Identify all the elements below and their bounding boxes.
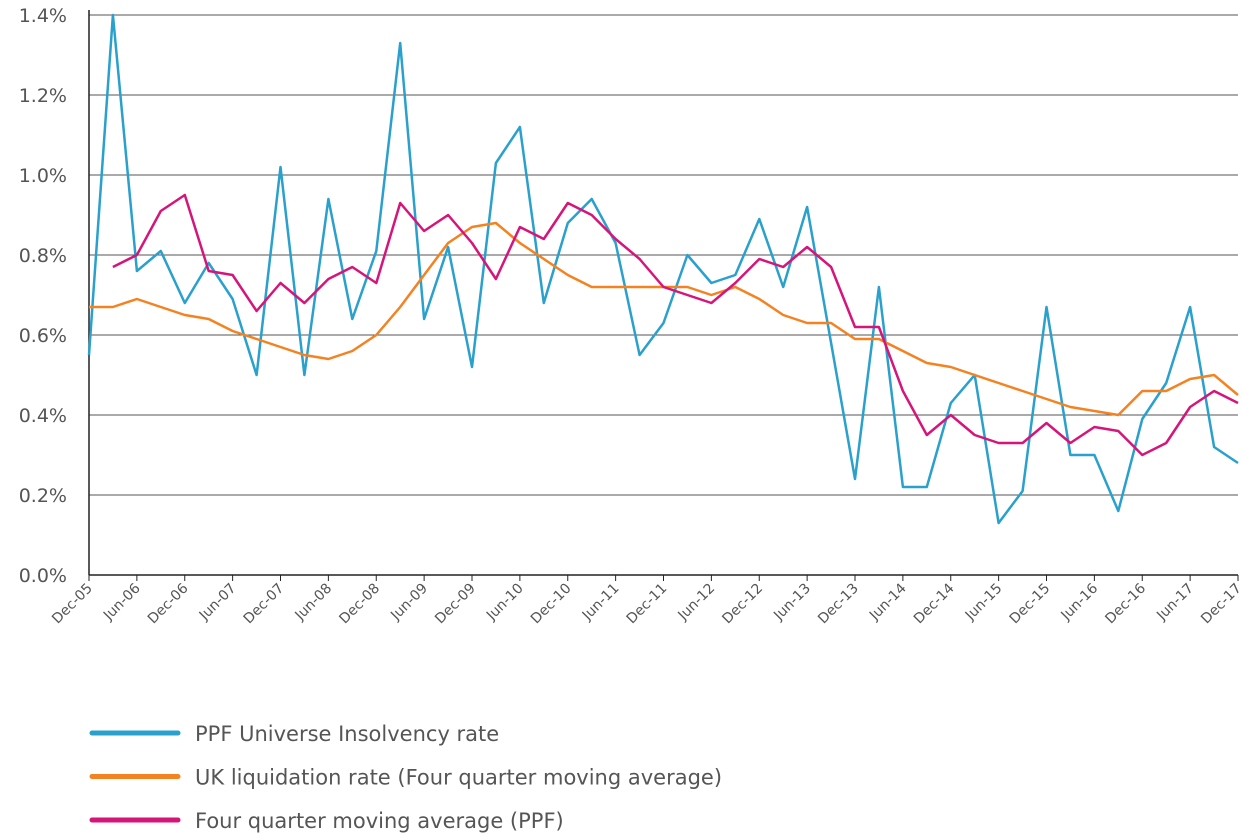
series-line [89, 221, 1239, 417]
x-tick-label: Dec-05 [49, 581, 96, 628]
x-tick-label: Dec-15 [1007, 581, 1054, 628]
x-tick-label: Dec-16 [1102, 580, 1149, 627]
y-tick-label: 0.2% [19, 485, 67, 507]
x-tick-label: Dec-08 [336, 581, 383, 628]
y-tick-label: 1.0% [19, 165, 67, 187]
y-tick-label: 0.6% [19, 325, 67, 347]
x-tick-label: Jun-17 [1153, 581, 1197, 625]
x-tick-label: Jun-08 [292, 581, 336, 625]
x-tick-label: Jun-13 [770, 581, 814, 625]
y-tick-label: 1.2% [19, 85, 67, 107]
x-tick-label: Jun-10 [483, 581, 527, 625]
x-tick-label: Dec-17 [1198, 581, 1243, 628]
x-tick-label: Dec-06 [145, 580, 192, 627]
x-tick-label: Jun-09 [387, 581, 431, 625]
y-tick-label: 0.8% [19, 245, 67, 267]
x-tick-label: Dec-11 [624, 581, 671, 628]
legend-label: UK liquidation rate (Four quarter moving… [195, 766, 722, 790]
series-line [112, 193, 1239, 457]
y-tick-label: 0.0% [19, 565, 67, 587]
x-tick-label: Dec-14 [911, 580, 958, 627]
x-tick-label: Jun-06 [100, 580, 144, 624]
x-tick-label: Dec-12 [719, 581, 766, 628]
y-tick-label: 0.4% [19, 405, 67, 427]
x-tick-label: Jun-15 [962, 581, 1006, 625]
series-line [87, 13, 1239, 525]
legend-label: Four quarter moving average (PPF) [195, 809, 564, 833]
legend-label: PPF Universe Insolvency rate [195, 722, 499, 746]
x-tick-label: Jun-07 [196, 581, 240, 625]
x-tick-label: Jun-14 [866, 580, 910, 624]
x-tick-label: Dec-07 [241, 581, 288, 628]
x-tick-label: Dec-13 [815, 581, 862, 628]
x-tick-label: Jun-12 [675, 581, 719, 625]
y-tick-label: 1.4% [19, 5, 67, 27]
x-tick-label: Dec-09 [432, 581, 479, 628]
x-tick-label: Jun-16 [1058, 580, 1102, 624]
x-tick-label: Jun-11 [579, 581, 623, 625]
x-tick-label: Dec-10 [528, 581, 575, 628]
